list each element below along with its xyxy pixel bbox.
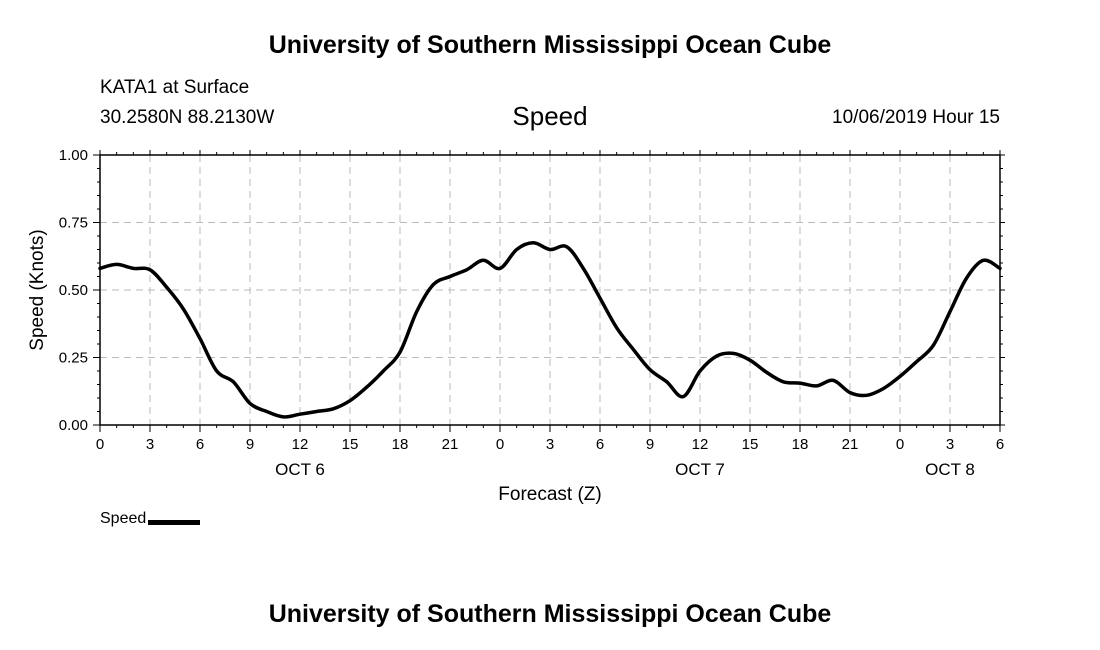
x-tick-label: 18 <box>792 436 809 453</box>
day-label: OCT 8 <box>925 460 975 479</box>
label-layer: 0 3 6 9 12 15 18 21 0 3 6 9 12 15 18 21 0 3 6 0.00 0.25 0.50 0… <box>59 147 1004 479</box>
x-tick-label: 3 <box>146 436 154 453</box>
x-tick-label: 3 <box>546 436 554 453</box>
x-tick-label: 0 <box>496 436 504 453</box>
day-label: OCT 7 <box>675 460 725 479</box>
y-tick-label: 0.75 <box>59 215 88 232</box>
x-tick-label: 0 <box>896 436 904 453</box>
x-tick-label: 9 <box>246 436 254 453</box>
grid-layer <box>100 155 1000 425</box>
x-tick-label: 12 <box>692 436 709 453</box>
datetime-label: 10/06/2019 Hour 15 <box>832 107 1000 128</box>
speed-series-line <box>98 241 1002 419</box>
legend: Speed <box>100 510 201 528</box>
x-tick-label: 21 <box>842 436 859 453</box>
x-tick-label: 9 <box>646 436 654 453</box>
x-tick-label: 18 <box>392 436 409 453</box>
x-tick-label: 15 <box>342 436 359 453</box>
chart-title: Speed <box>512 101 588 131</box>
x-tick-label: 6 <box>996 436 1004 453</box>
x-tick-label: 12 <box>292 436 309 453</box>
x-tick-label: 0 <box>96 436 104 453</box>
footer-title: University of Southern Mississippi Ocean… <box>268 600 832 628</box>
y-tick-label: 0.00 <box>59 417 88 434</box>
station-label: KATA1 at Surface <box>100 77 250 98</box>
day-label: OCT 6 <box>275 460 325 479</box>
legend-label: Speed <box>100 510 147 527</box>
x-axis-title: Forecast (Z) <box>498 484 601 505</box>
legend-swatch <box>148 519 201 525</box>
y-tick-label: 0.25 <box>59 350 88 367</box>
x-tick-label: 6 <box>196 436 204 453</box>
x-tick-label: 21 <box>442 436 459 453</box>
x-tick-label: 15 <box>742 436 759 453</box>
coordinates-label: 30.2580N 88.2130W <box>100 107 275 128</box>
y-tick-label: 0.50 <box>59 282 88 299</box>
x-tick-label: 6 <box>596 436 604 453</box>
page-title: University of Southern Mississippi Ocean… <box>268 31 832 59</box>
y-axis-title: Speed (Knots) <box>27 229 48 350</box>
y-tick-label: 1.00 <box>59 147 88 164</box>
tick-layer <box>93 150 1005 432</box>
x-tick-label: 3 <box>946 436 954 453</box>
